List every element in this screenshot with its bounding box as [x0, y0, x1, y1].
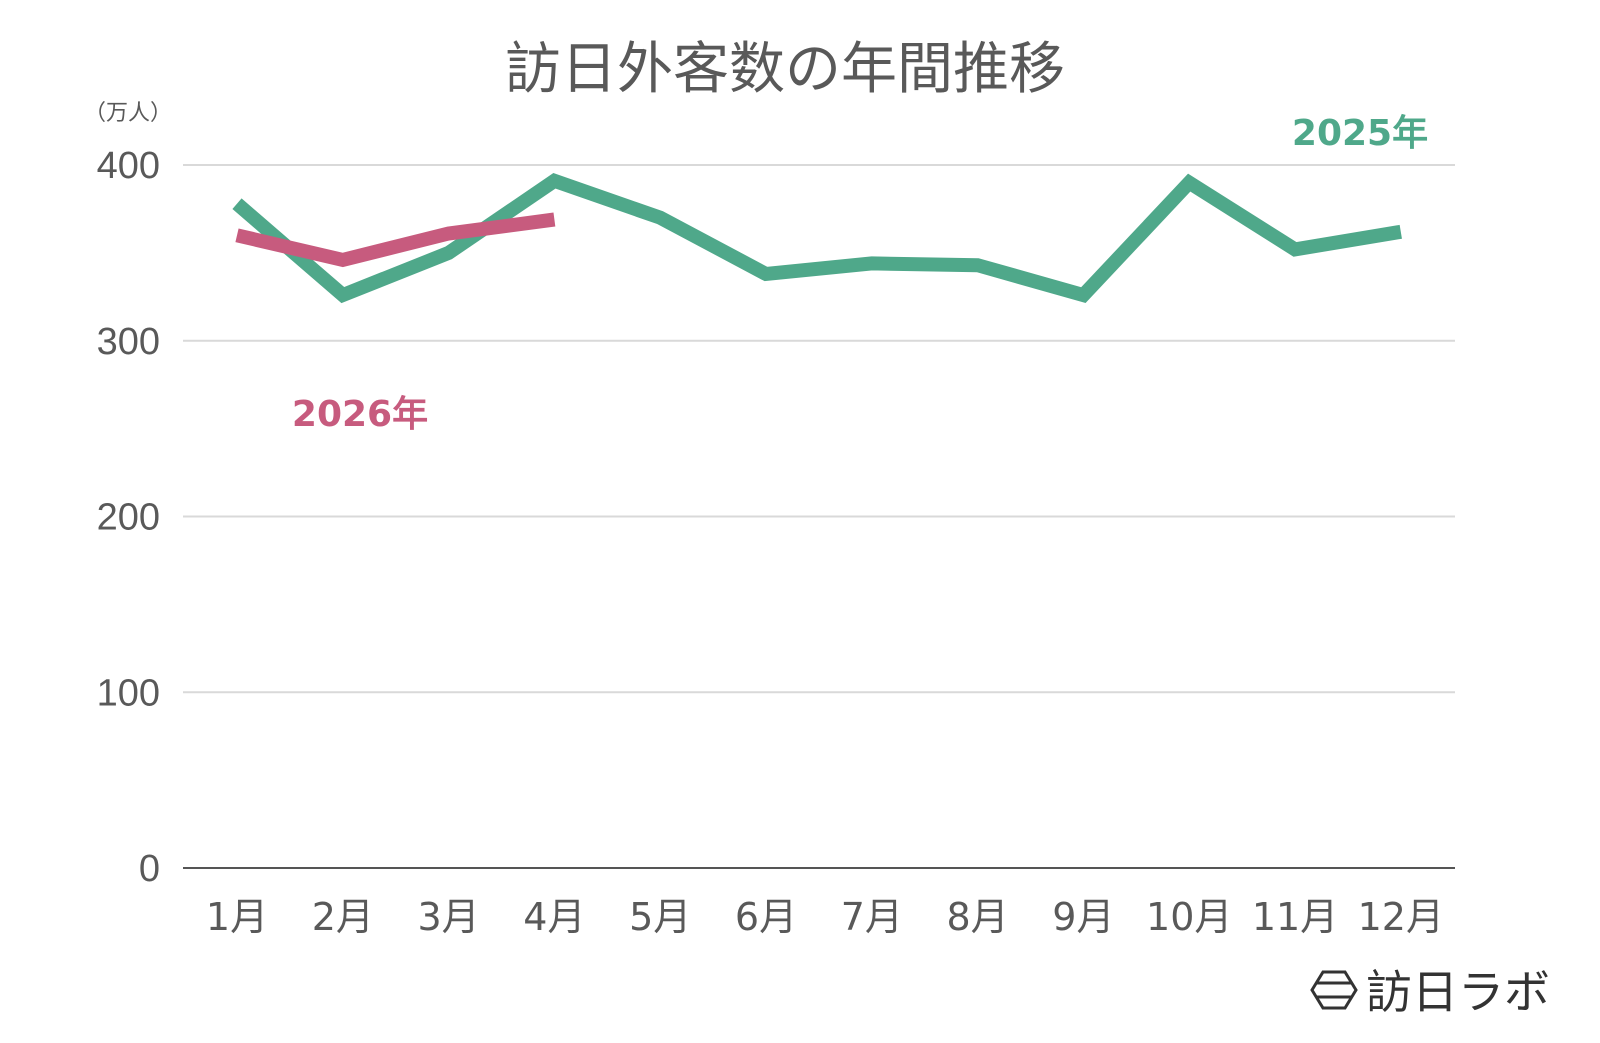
- gridlines: [183, 164, 1455, 869]
- y-tick-label: 100: [97, 672, 160, 714]
- y-tick-label: 300: [97, 321, 160, 363]
- y-tick-label: 200: [97, 497, 160, 539]
- x-tick-label: 9月: [1052, 895, 1114, 939]
- chart-title: 訪日外客数の年間推移: [505, 37, 1065, 102]
- x-tick-label: 8月: [947, 895, 1009, 939]
- brand-logo: 訪日ラボ: [1310, 965, 1550, 1019]
- series-label-2025: 2025年: [1292, 113, 1428, 154]
- brand-name: 訪日ラボ: [1366, 965, 1550, 1019]
- x-tick-label: 6月: [735, 895, 797, 939]
- x-tick-label: 11月: [1252, 895, 1338, 939]
- x-tick-label: 4月: [523, 895, 585, 939]
- x-tick-label: 10月: [1146, 895, 1232, 939]
- x-axis-ticks: 1月 2月 3月 4月 5月 6月 7月 8月 9月 10月 11月 12月: [206, 895, 1444, 939]
- x-tick-label: 12月: [1358, 895, 1444, 939]
- series-line-2026: [235, 212, 556, 268]
- y-axis-unit-label: （万人）: [84, 101, 172, 126]
- y-axis-ticks: 0 100 200 300 400: [97, 145, 160, 890]
- x-tick-label: 1月: [206, 895, 268, 939]
- x-tick-label: 3月: [418, 895, 480, 939]
- series-line-2025: [232, 173, 1402, 304]
- y-tick-label: 0: [139, 848, 160, 890]
- y-tick-label: 400: [97, 145, 160, 187]
- hexagon-logo-icon: [1310, 970, 1358, 1010]
- series-group: [232, 173, 1402, 304]
- x-tick-label: 2月: [312, 895, 374, 939]
- series-label-2026: 2026年: [292, 394, 428, 435]
- x-tick-label: 5月: [629, 895, 691, 939]
- x-tick-label: 7月: [841, 895, 903, 939]
